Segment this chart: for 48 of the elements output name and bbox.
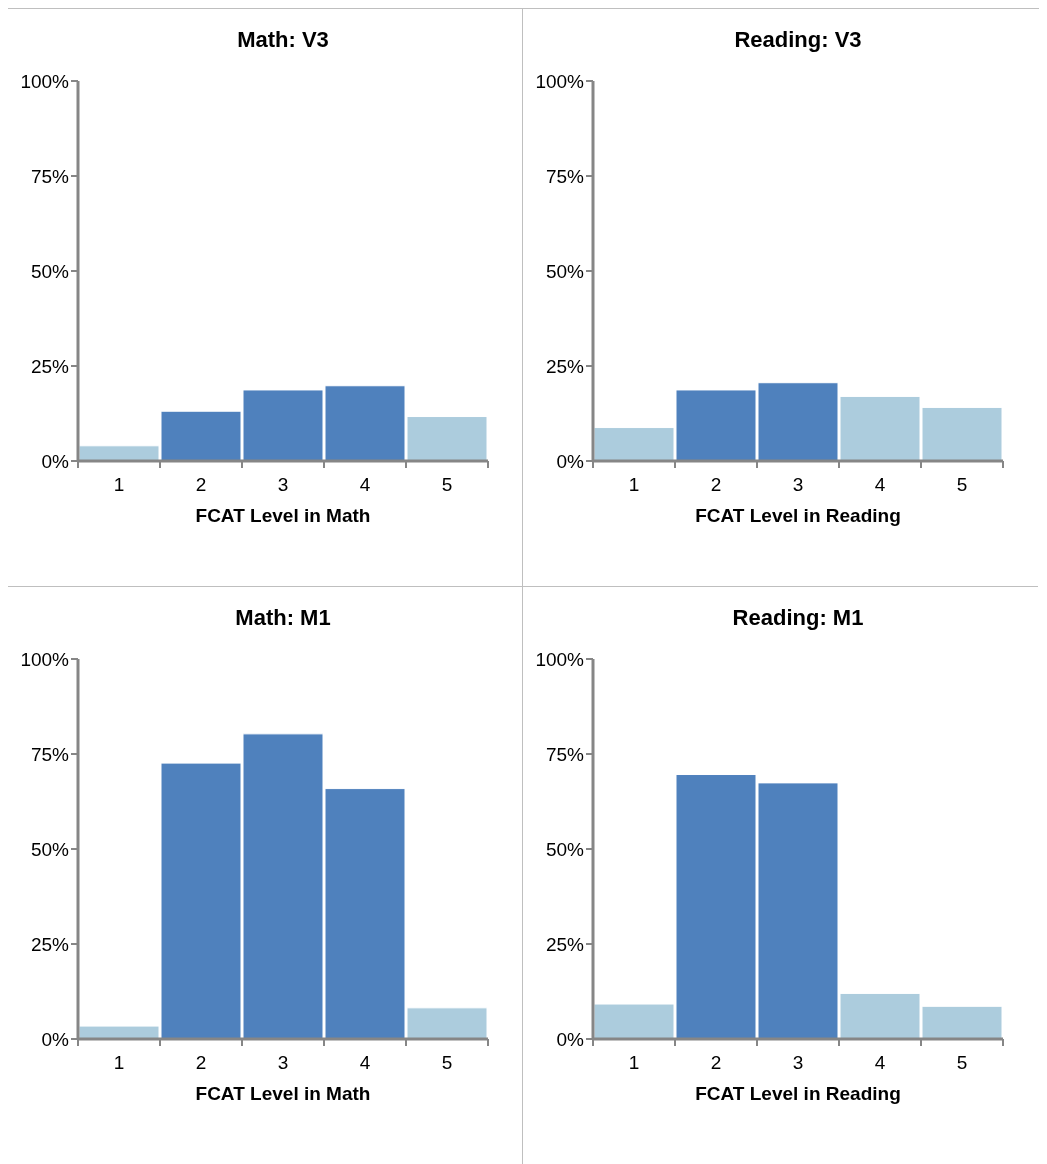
x-tick-label: 3 — [277, 474, 289, 495]
y-tick-label: 75% — [545, 165, 585, 187]
x-tick-label: 2 — [710, 1052, 722, 1073]
x-axis-title: FCAT Level in Math — [194, 505, 372, 527]
x-axis-title: FCAT Level in Reading — [694, 505, 902, 527]
y-tick-label: 0% — [556, 450, 585, 472]
x-axis-title: FCAT Level in Reading — [694, 1083, 902, 1105]
y-tick-label: 100% — [20, 648, 70, 670]
x-tick-label: 5 — [441, 474, 453, 495]
y-tick-label: 50% — [545, 260, 585, 282]
x-tick-label: 3 — [792, 1052, 804, 1073]
x-tick-label: 5 — [441, 1052, 453, 1073]
x-tick-label: 1 — [113, 474, 125, 495]
x-tick-label: 3 — [277, 1052, 289, 1073]
y-tick-label: 25% — [30, 933, 70, 955]
y-tick-label: 25% — [30, 355, 70, 377]
x-tick-label: 4 — [874, 474, 886, 495]
x-tick-label: 4 — [874, 1052, 886, 1073]
x-tick-label: 4 — [359, 1052, 371, 1073]
x-tick-label: 4 — [359, 474, 371, 495]
x-tick-label: 1 — [628, 474, 640, 495]
x-tick-label: 2 — [195, 1052, 207, 1073]
y-tick-label: 75% — [545, 743, 585, 765]
y-tick-label: 100% — [535, 70, 585, 92]
y-tick-label: 100% — [535, 648, 585, 670]
y-tick-label: 75% — [30, 743, 70, 765]
x-tick-label: 3 — [792, 474, 804, 495]
y-tick-label: 0% — [556, 1028, 585, 1050]
chart-title: Math: M1 — [234, 605, 332, 631]
chart-title: Reading: V3 — [733, 27, 863, 53]
y-tick-label: 50% — [30, 838, 70, 860]
x-axis-title: FCAT Level in Math — [194, 1083, 372, 1105]
x-tick-label: 2 — [195, 474, 207, 495]
chart-title: Reading: M1 — [731, 605, 865, 631]
y-tick-label: 50% — [30, 260, 70, 282]
y-tick-label: 100% — [20, 70, 70, 92]
chart-title: Math: V3 — [236, 27, 330, 53]
x-tick-label: 5 — [956, 1052, 968, 1073]
x-tick-label: 1 — [628, 1052, 640, 1073]
y-tick-label: 50% — [545, 838, 585, 860]
y-tick-label: 75% — [30, 165, 70, 187]
y-tick-label: 25% — [545, 933, 585, 955]
x-tick-label: 2 — [710, 474, 722, 495]
x-tick-label: 1 — [113, 1052, 125, 1073]
y-tick-label: 0% — [41, 450, 70, 472]
y-tick-label: 0% — [41, 1028, 70, 1050]
y-tick-label: 25% — [545, 355, 585, 377]
x-tick-label: 5 — [956, 474, 968, 495]
